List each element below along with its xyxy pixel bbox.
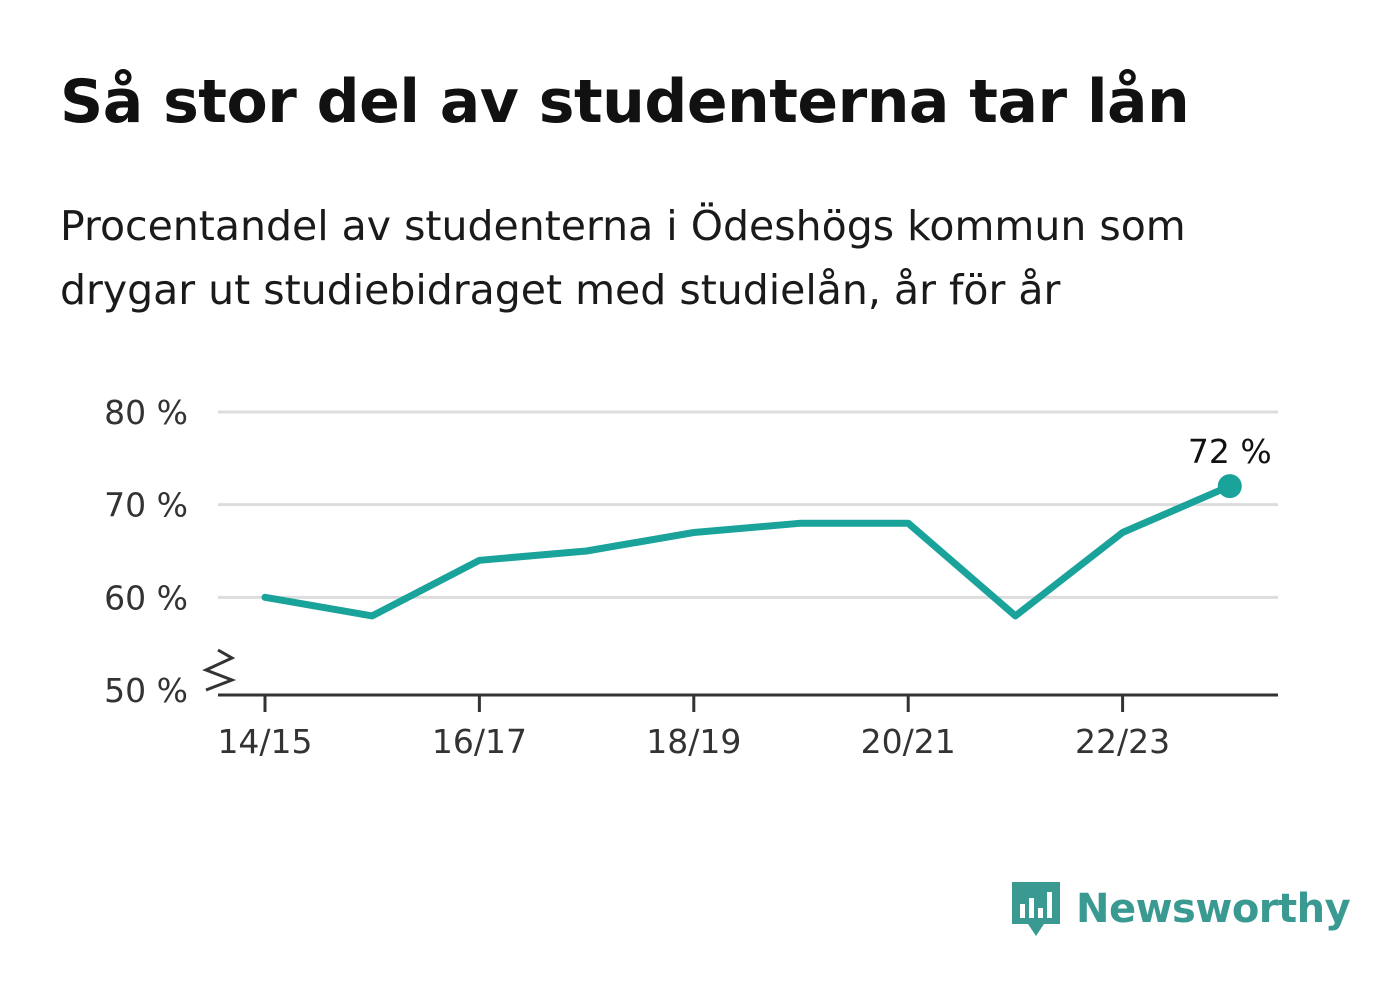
brand-name: Newsworthy: [1076, 886, 1351, 932]
x-tick-label: 20/21: [861, 722, 956, 761]
y-tick-label: 70 %: [104, 486, 188, 525]
end-point: [1217, 474, 1242, 499]
x-tick-label: 14/15: [217, 722, 312, 761]
y-axis-ticks: 50 % 60 % 70 % 80 %: [104, 393, 188, 710]
brand-logo: Newsworthy: [1010, 878, 1351, 940]
chart-subtitle: Procentandel av studenterna i Ödeshögs k…: [60, 202, 1186, 314]
axis-break-icon: [202, 648, 237, 692]
y-tick-label: 50 %: [104, 671, 188, 710]
y-tick-label: 80 %: [104, 393, 188, 432]
x-tick-label: 22/23: [1075, 722, 1170, 761]
series-line: [261, 482, 1234, 620]
newsworthy-icon: [1012, 882, 1060, 936]
x-axis-ticks: 14/15 16/17 18/19 20/21 22/23: [217, 695, 1170, 761]
x-tick-label: 16/17: [432, 722, 527, 761]
gridlines: [218, 410, 1278, 599]
y-tick-label: 60 %: [104, 578, 188, 617]
end-value-label: 72 %: [1188, 432, 1272, 471]
x-tick-label: 18/19: [646, 722, 741, 761]
chart-title: Så stor del av studenterna tar lån: [60, 67, 1190, 137]
